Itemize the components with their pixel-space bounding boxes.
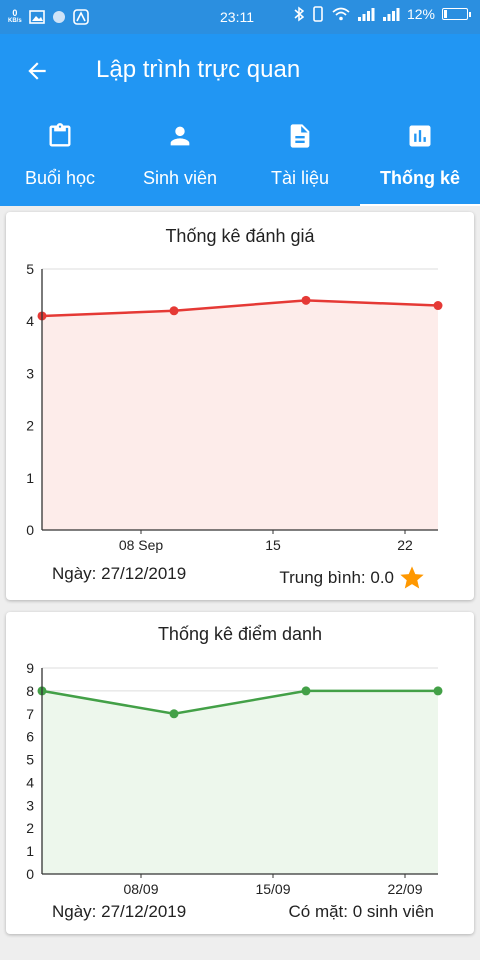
document-icon — [290, 124, 310, 148]
y-tick-label: 9 — [26, 660, 34, 676]
y-tick-label: 0 — [26, 522, 34, 538]
status-bar: 0 KB/s 23:11 12% — [0, 0, 480, 34]
tab-indicator — [360, 204, 480, 206]
x-tick-label: 15 — [265, 537, 281, 553]
app-notification-icon — [72, 9, 89, 25]
data-point — [169, 709, 179, 719]
star-icon — [400, 566, 424, 589]
x-tick-label: 22/09 — [387, 881, 422, 897]
tab-label: Thống kê — [380, 168, 460, 188]
tab-label: Sinh viên — [142, 168, 218, 188]
y-tick-label: 2 — [26, 418, 34, 434]
data-point — [301, 295, 311, 305]
network-speed: 0 KB/s — [8, 9, 22, 25]
y-tick-label: 0 — [26, 866, 34, 882]
attendance-chart-title: Thống kê điểm danh — [157, 624, 323, 644]
gallery-icon — [28, 10, 45, 24]
attendance-card: Thống kê điểm danh 0 1 2 3 4 5 6 7 8 9 08/09 15/09 2… — [6, 612, 474, 934]
y-tick-label: 4 — [26, 774, 34, 790]
y-tick-label: 2 — [26, 820, 34, 836]
bluetooth-icon — [294, 6, 304, 22]
series-area — [42, 690, 438, 874]
chart-icon — [409, 125, 431, 147]
rating-card: Thống kê đánh giá 0 1 2 3 4 5 08 Sep 15 22 Ngày:… — [6, 212, 474, 600]
series-line — [41, 299, 439, 318]
rating-chart-title: Thống kê đánh giá — [165, 226, 315, 246]
x-tick-label: 22 — [397, 537, 413, 553]
y-tick-label: 5 — [26, 261, 34, 277]
data-point — [169, 306, 179, 316]
tab-bar: Buổi học Sinh viên Tài liệu Thống kê — [0, 108, 480, 206]
signal-icon-2 — [382, 8, 400, 21]
rating-average-text: Trung bình: 0.0 — [279, 568, 394, 587]
battery-icon — [442, 8, 471, 20]
vibrate-icon — [313, 6, 323, 22]
wifi-icon — [332, 7, 350, 21]
tab-documents[interactable]: Tài liệu — [240, 108, 360, 206]
y-tick-label: 1 — [26, 470, 34, 486]
data-point — [433, 301, 443, 311]
rating-chart: 0 1 2 3 4 5 08 Sep 15 22 — [26, 261, 443, 553]
rating-date: Ngày: 27/12/2019 — [52, 564, 187, 583]
series-area — [42, 300, 438, 530]
tab-label: Buổi học — [24, 168, 96, 188]
y-tick-label: 7 — [26, 706, 34, 722]
y-tick-label: 1 — [26, 843, 34, 859]
network-speed-value: 0 — [12, 8, 18, 18]
circle-notification-icon — [52, 11, 65, 23]
tab-label: Tài liệu — [270, 168, 330, 188]
data-point — [433, 686, 443, 696]
person-icon — [170, 126, 190, 146]
network-speed-unit: KB/s — [8, 18, 22, 24]
app-bar: Lập trình trực quan — [0, 34, 480, 108]
y-tick-label: 3 — [26, 797, 34, 813]
y-tick-label: 3 — [26, 365, 34, 381]
y-tick-label: 5 — [26, 752, 34, 768]
tab-statistics[interactable]: Thống kê — [360, 108, 480, 206]
x-tick-label: 15/09 — [255, 881, 290, 897]
signal-icon — [357, 8, 375, 21]
x-tick-label: 08 Sep — [119, 537, 164, 553]
attendance-present: Có mặt: 0 sinh viên — [288, 902, 434, 921]
attendance-date: Ngày: 27/12/2019 — [52, 902, 187, 921]
back-button[interactable] — [20, 54, 54, 88]
status-time: 23:11 — [220, 9, 254, 25]
y-tick-label: 6 — [26, 729, 34, 745]
battery-percent: 12% — [406, 6, 435, 22]
attendance-chart: 0 1 2 3 4 5 6 7 8 9 08/09 15/09 22/09 — [26, 660, 443, 897]
arrow-back-icon — [28, 62, 46, 80]
y-tick-label: 8 — [26, 683, 34, 699]
x-tick-label: 08/09 — [123, 881, 158, 897]
rating-average: Trung bình: 0.0 — [279, 564, 426, 592]
clipboard-icon — [49, 123, 71, 147]
tab-students[interactable]: Sinh viên — [120, 108, 240, 206]
page-title: Lập trình trực quan — [96, 56, 301, 83]
y-tick-label: 4 — [26, 313, 34, 329]
tab-sessions[interactable]: Buổi học — [0, 108, 120, 206]
data-point — [301, 686, 311, 696]
series-line — [41, 689, 438, 716]
